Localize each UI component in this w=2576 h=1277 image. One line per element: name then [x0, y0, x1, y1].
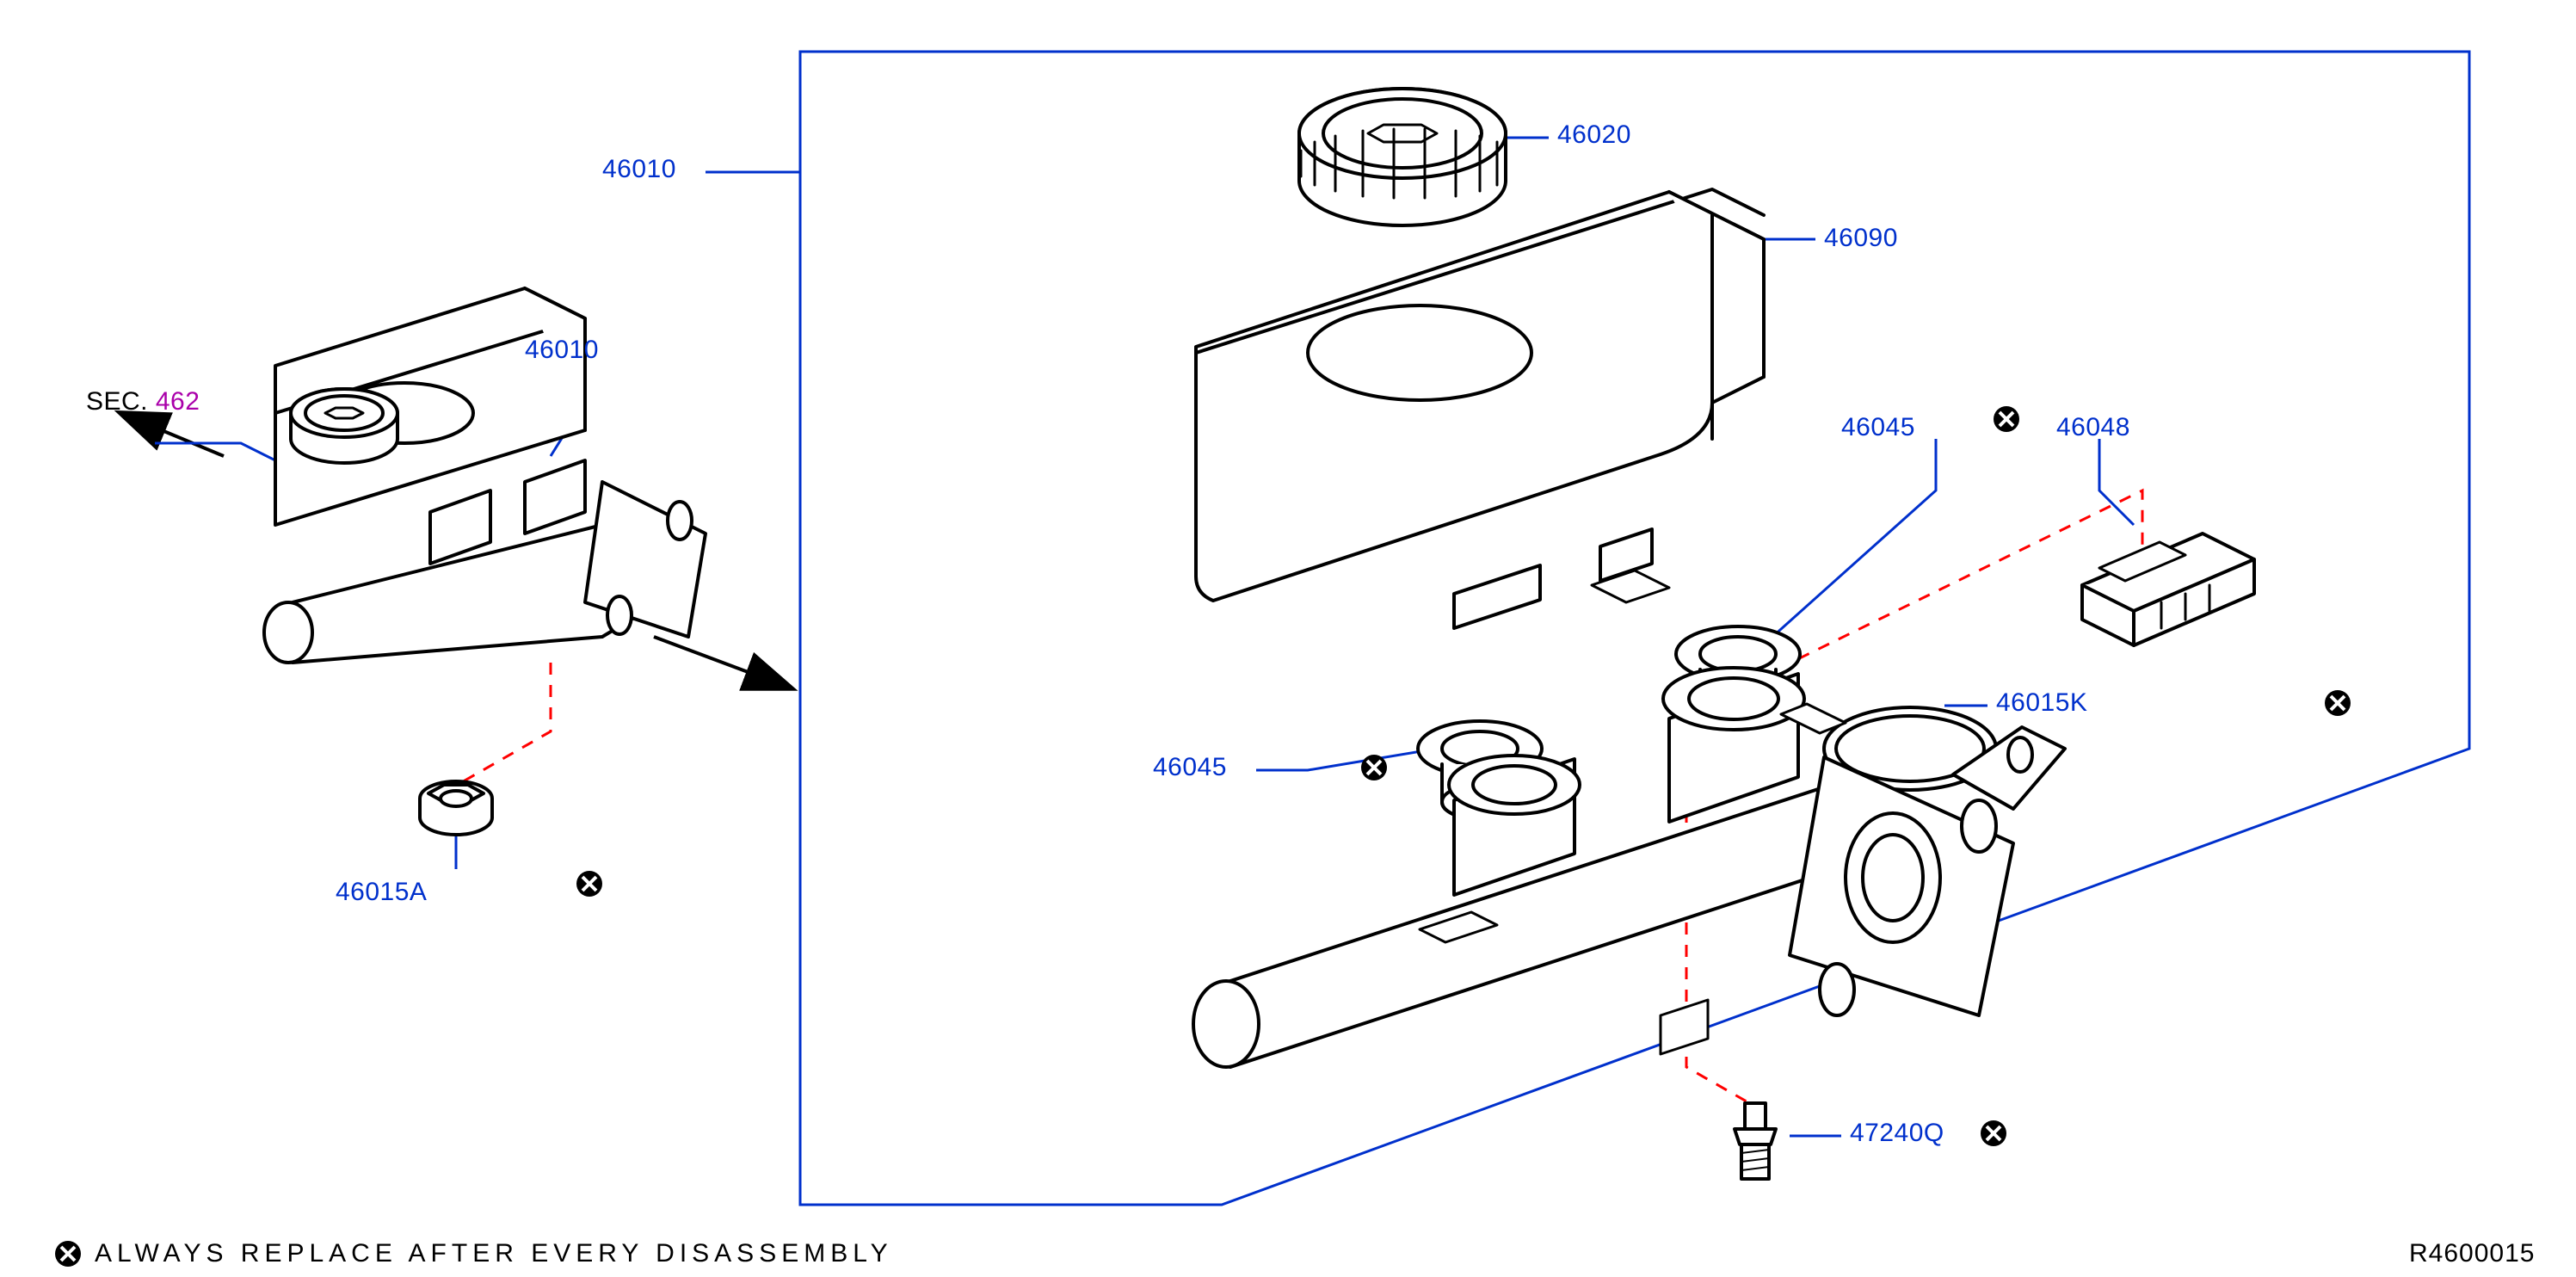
callout-46048[interactable]: 46048	[2056, 413, 2130, 442]
part-cap-46020	[1299, 89, 1506, 225]
callout-46010_left[interactable]: 46010	[525, 336, 599, 365]
callout-46010_main[interactable]: 46010	[602, 155, 676, 184]
diagram-id: R4600015	[2409, 1239, 2535, 1268]
callout-47240Q[interactable]: 47240Q	[1850, 1119, 1944, 1148]
part-nut-46015a	[420, 781, 492, 835]
callout-line-46045_right	[1772, 439, 1936, 663]
replace-marker	[1979, 1119, 2008, 1148]
callout-line-46048	[2099, 439, 2134, 525]
part-reservoir-46090	[1196, 189, 1764, 628]
callout-46090[interactable]: 46090	[1824, 224, 1898, 253]
callout-46015K[interactable]: 46015K	[1996, 688, 2087, 718]
callout-46015A[interactable]: 46015A	[336, 878, 427, 907]
parts-group	[264, 89, 2254, 1179]
callout-46045_right[interactable]: 46045	[1841, 413, 1915, 442]
footer-note: ALWAYS REPLACE AFTER EVERY DISASSEMBLY	[95, 1239, 893, 1268]
section-ref-label: SEC.	[86, 387, 148, 416]
callout-46020[interactable]: 46020	[1557, 120, 1631, 150]
diagram-svg	[0, 0, 2576, 1277]
callout-46045_left[interactable]: 46045	[1153, 753, 1227, 782]
section-ref: SEC. 462	[86, 387, 200, 416]
part-cylinder-body	[1193, 668, 2065, 1067]
section-ref-number[interactable]: 462	[156, 387, 200, 416]
replace-marker	[1359, 753, 1389, 782]
replace-marker	[1992, 404, 2021, 434]
replace-marker	[53, 1239, 83, 1268]
callout-line-46045_left	[1256, 749, 1437, 770]
part-sensor-47240q	[1735, 1103, 1776, 1179]
replace-marker	[575, 869, 604, 898]
part-master-cylinder-assy	[264, 288, 706, 663]
diagram-stage: SEC. 462 46010 46010 46020 46090 46045 46048 4…	[0, 0, 2576, 1277]
part-connector-46048	[2082, 534, 2254, 645]
replace-marker	[2323, 688, 2352, 718]
